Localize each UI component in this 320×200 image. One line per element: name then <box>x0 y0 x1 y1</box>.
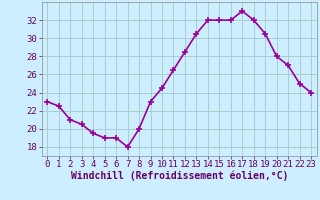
X-axis label: Windchill (Refroidissement éolien,°C): Windchill (Refroidissement éolien,°C) <box>70 171 288 181</box>
